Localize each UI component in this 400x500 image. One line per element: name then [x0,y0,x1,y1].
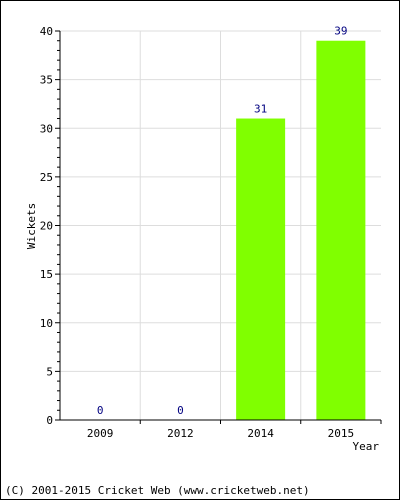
axes [55,30,382,424]
y-tick-label: 25 [40,171,53,184]
y-tick-label: 15 [40,268,53,281]
x-tick-label: 2015 [328,427,355,440]
bar-value-label: 0 [177,404,184,417]
y-tick-label: 10 [40,317,53,330]
bar [236,118,286,421]
copyright-footer: (C) 2001-2015 Cricket Web (www.cricketwe… [5,484,310,497]
bar [316,40,366,420]
bar-value-label: 0 [97,404,104,417]
y-tick-label: 35 [40,74,53,87]
y-tick-label: 20 [40,220,53,233]
labels: 0 5 10 15 20 25 30 35 40 0 2009 0 2012 31 2014 39 2015 [40,25,354,440]
y-tick-label: 30 [40,122,53,135]
bar-value-label: 39 [334,25,347,38]
y-tick-label: 5 [46,365,53,378]
x-tick-label: 2014 [247,427,274,440]
y-axis-title: Wickets [25,203,38,249]
x-axis-title: Year [353,440,380,453]
y-tick-label: 0 [46,414,53,427]
x-tick-label: 2009 [87,427,114,440]
y-tick-label: 40 [40,25,53,38]
x-tick-label: 2012 [167,427,194,440]
bar-value-label: 31 [254,103,267,116]
bars [236,40,366,421]
